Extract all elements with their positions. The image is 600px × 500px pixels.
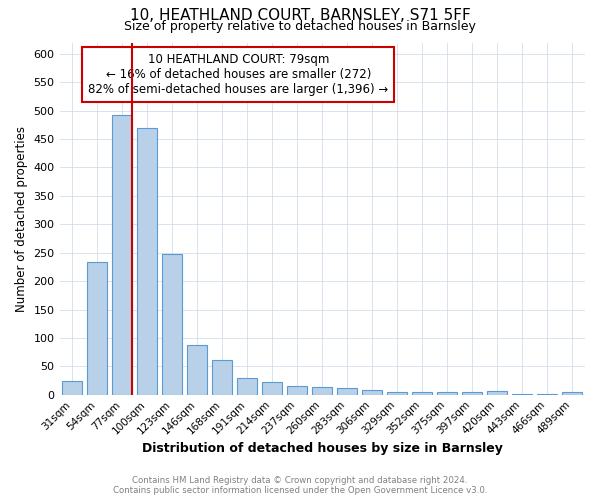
Bar [162,254,182,394]
Bar [262,382,282,394]
Bar [562,392,583,394]
Y-axis label: Number of detached properties: Number of detached properties [15,126,28,312]
Bar [337,388,358,394]
Bar [463,392,482,394]
Bar [388,392,407,394]
Bar [187,346,207,395]
Text: 10 HEATHLAND COURT: 79sqm
← 16% of detached houses are smaller (272)
82% of semi: 10 HEATHLAND COURT: 79sqm ← 16% of detac… [88,53,388,96]
Text: Size of property relative to detached houses in Barnsley: Size of property relative to detached ho… [124,20,476,33]
Bar [62,380,82,394]
Bar [112,114,132,394]
Bar [362,390,382,394]
Bar [287,386,307,394]
Bar [87,262,107,394]
Text: Contains HM Land Registry data © Crown copyright and database right 2024.
Contai: Contains HM Land Registry data © Crown c… [113,476,487,495]
Bar [312,388,332,394]
Bar [137,128,157,394]
Bar [437,392,457,394]
Bar [212,360,232,394]
Bar [412,392,433,394]
Bar [237,378,257,394]
Text: 10, HEATHLAND COURT, BARNSLEY, S71 5FF: 10, HEATHLAND COURT, BARNSLEY, S71 5FF [130,8,470,22]
X-axis label: Distribution of detached houses by size in Barnsley: Distribution of detached houses by size … [142,442,503,455]
Bar [487,390,508,394]
